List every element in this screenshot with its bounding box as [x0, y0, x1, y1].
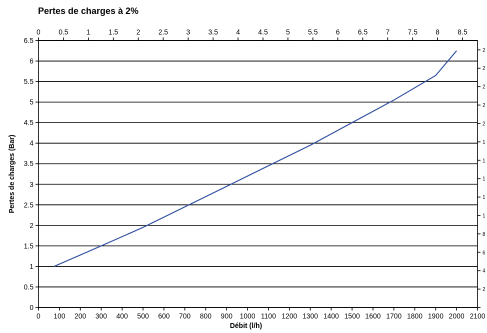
y-tick-label: 4	[30, 141, 34, 148]
x-tick-label: 1900	[428, 314, 444, 321]
plot-area-frame	[38, 40, 478, 308]
right-tick-label: 6	[483, 250, 486, 256]
right-tick-label: 8	[483, 232, 486, 238]
x-tick-label: 1600	[365, 314, 381, 321]
right-tick-label: 2	[483, 103, 486, 109]
y-tick-label: 3	[30, 182, 34, 189]
x-tick-label: 1100	[261, 314, 276, 321]
right-tick-label: 2	[483, 85, 486, 91]
x-tick-label: 0	[37, 314, 41, 321]
x-tick-label: 400	[116, 314, 128, 321]
y-axis-title: Pertes de charges (Bar)	[9, 135, 16, 214]
x-tick-label: 900	[221, 314, 233, 321]
x-tick-label: 100	[54, 314, 66, 321]
y-tick-label: 6.5	[24, 38, 34, 45]
right-tick-label: 1	[483, 177, 486, 183]
x-tick-label: 1000	[240, 314, 256, 321]
right-tick-label: 1	[483, 140, 486, 146]
x-tick-label: 200	[74, 314, 86, 321]
right-tick-label: 2	[483, 287, 486, 293]
x-tick-label: 1500	[344, 314, 360, 321]
top-tick-label: 0.5	[59, 30, 69, 37]
top-tick-label: 2.5	[158, 30, 168, 37]
top-tick-label: 4	[236, 30, 240, 37]
top-tick-label: 7	[386, 30, 390, 37]
y-axis-ticks: 0 0.5 1 1.5 2 2.5 3 3.5 4 4.5 5 5.5 6 6.5	[24, 38, 39, 312]
y-tick-label: 1.5	[24, 243, 34, 250]
top-tick-label: 2	[136, 30, 140, 37]
right-tick-label: 2	[483, 48, 486, 54]
top-tick-label: 1	[86, 30, 90, 37]
y-tick-label: 5.5	[24, 79, 34, 86]
x-tick-label: 700	[179, 314, 191, 321]
x-tick-label: 1800	[407, 314, 423, 321]
right-tick-label: 1	[483, 158, 486, 164]
x-tick-label: 2000	[449, 314, 465, 321]
top-tick-label: 3.5	[208, 30, 218, 37]
right-tick-label: 1	[483, 195, 486, 201]
x-tick-label: 300	[95, 314, 107, 321]
x-axis-ticks: 0 100 200 300 400 500 600 700 800 900 1000 1100 1200…	[37, 307, 486, 321]
x-tick-label: 500	[137, 314, 149, 321]
x-tick-label: 600	[158, 314, 170, 321]
top-tick-label: 1.5	[108, 30, 118, 37]
top-tick-label: 3	[186, 30, 190, 37]
top-tick-label: 6.5	[358, 30, 368, 37]
top-tick-label: 7.5	[408, 30, 418, 37]
right-tick-label: 2	[483, 121, 486, 127]
y-tick-label: 3.5	[24, 161, 34, 168]
right-tick-label: 4	[483, 269, 486, 275]
top-tick-label: 0	[37, 30, 41, 37]
x-tick-label: 1700	[386, 314, 402, 321]
x-tick-label: 800	[200, 314, 212, 321]
y-tick-label: 1	[30, 264, 34, 271]
x-tick-label: 1400	[323, 314, 339, 321]
y-tick-label: 6	[30, 59, 34, 66]
top-tick-label: 8	[436, 30, 440, 37]
x-tick-label: 1200	[282, 314, 298, 321]
top-tick-label: 5.5	[308, 30, 318, 37]
x-tick-label: 1300	[302, 314, 318, 321]
top-axis-ticks: 0 0.5 1 1.5 2 2.5 3 3.5 4 4.5 5 5.5 6 6.5 7 7.5 8 8.5	[37, 30, 478, 41]
x-axis-title: Débit (l/h)	[230, 323, 262, 330]
y-tick-label: 2	[30, 223, 34, 230]
right-tick-label: 1	[483, 213, 486, 219]
y-tick-label: 5	[30, 100, 34, 107]
top-tick-label: 4.5	[258, 30, 268, 37]
chart-title: Pertes de charges à 2%	[38, 6, 139, 16]
x-tick-label: 2100	[470, 314, 486, 321]
series-layer	[53, 50, 458, 267]
y-tick-label: 0.5	[24, 284, 34, 291]
grid-lines	[38, 40, 478, 308]
y-tick-label: 2.5	[24, 202, 34, 209]
top-tick-label: 5	[286, 30, 290, 37]
right-tick-label: 2	[483, 66, 486, 72]
top-tick-label: 8.5	[458, 30, 468, 37]
y-tick-label: 4.5	[24, 120, 34, 127]
series-line	[53, 50, 458, 267]
top-tick-label: 6	[336, 30, 340, 37]
right-axis-ticks: 2 4 6 8 1 1 1 1 1 2 2 2 2 2	[477, 48, 486, 308]
y-tick-label: 0	[30, 305, 34, 312]
